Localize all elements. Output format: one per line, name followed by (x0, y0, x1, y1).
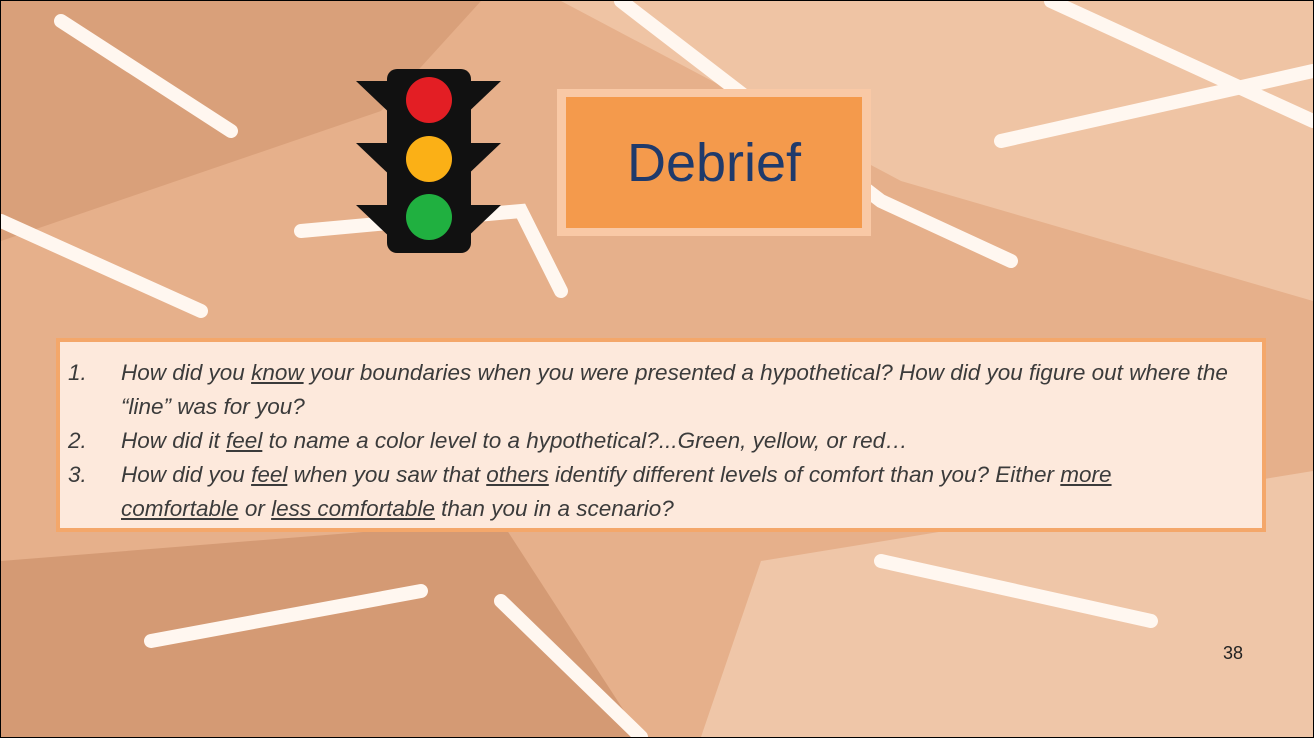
item-number: 3. (68, 458, 87, 492)
question-text: How did you (121, 360, 251, 385)
question-text: How did you (121, 462, 251, 487)
slide-title: Debrief (627, 132, 801, 194)
emphasis-text: less comfortable (271, 496, 435, 521)
item-number: 2. (68, 424, 87, 458)
page-number: 38 (1223, 643, 1243, 664)
emphasis-text: feel (251, 462, 287, 487)
question-item: 3. How did you feel when you saw that oth… (68, 458, 1228, 526)
question-box: 1.How did you know your boundaries when … (56, 338, 1266, 532)
question-item: 1.How did you know your boundaries when … (68, 356, 1228, 424)
question-text: to name a color level to a hypothetical?… (262, 428, 907, 453)
slide: Debrief 1.How did you know your boundari… (0, 0, 1314, 738)
emphasis-text: know (251, 360, 304, 385)
question-list: 1.How did you know your boundaries when … (68, 356, 1228, 526)
question-text: or (239, 496, 272, 521)
question-text: than you in a scenario? (435, 496, 674, 521)
emphasis-text: others (486, 462, 549, 487)
item-number: 1. (68, 356, 87, 390)
title-fill: Debrief (566, 97, 862, 228)
emphasis-text: feel (226, 428, 262, 453)
question-text: when you saw that (287, 462, 486, 487)
traffic-light (356, 69, 501, 253)
question-text: How did it (121, 428, 226, 453)
title-box: Debrief (557, 89, 871, 236)
question-item: 2. How did it feel to name a color level … (68, 424, 1228, 458)
question-text: identify different levels of comfort tha… (549, 462, 1061, 487)
